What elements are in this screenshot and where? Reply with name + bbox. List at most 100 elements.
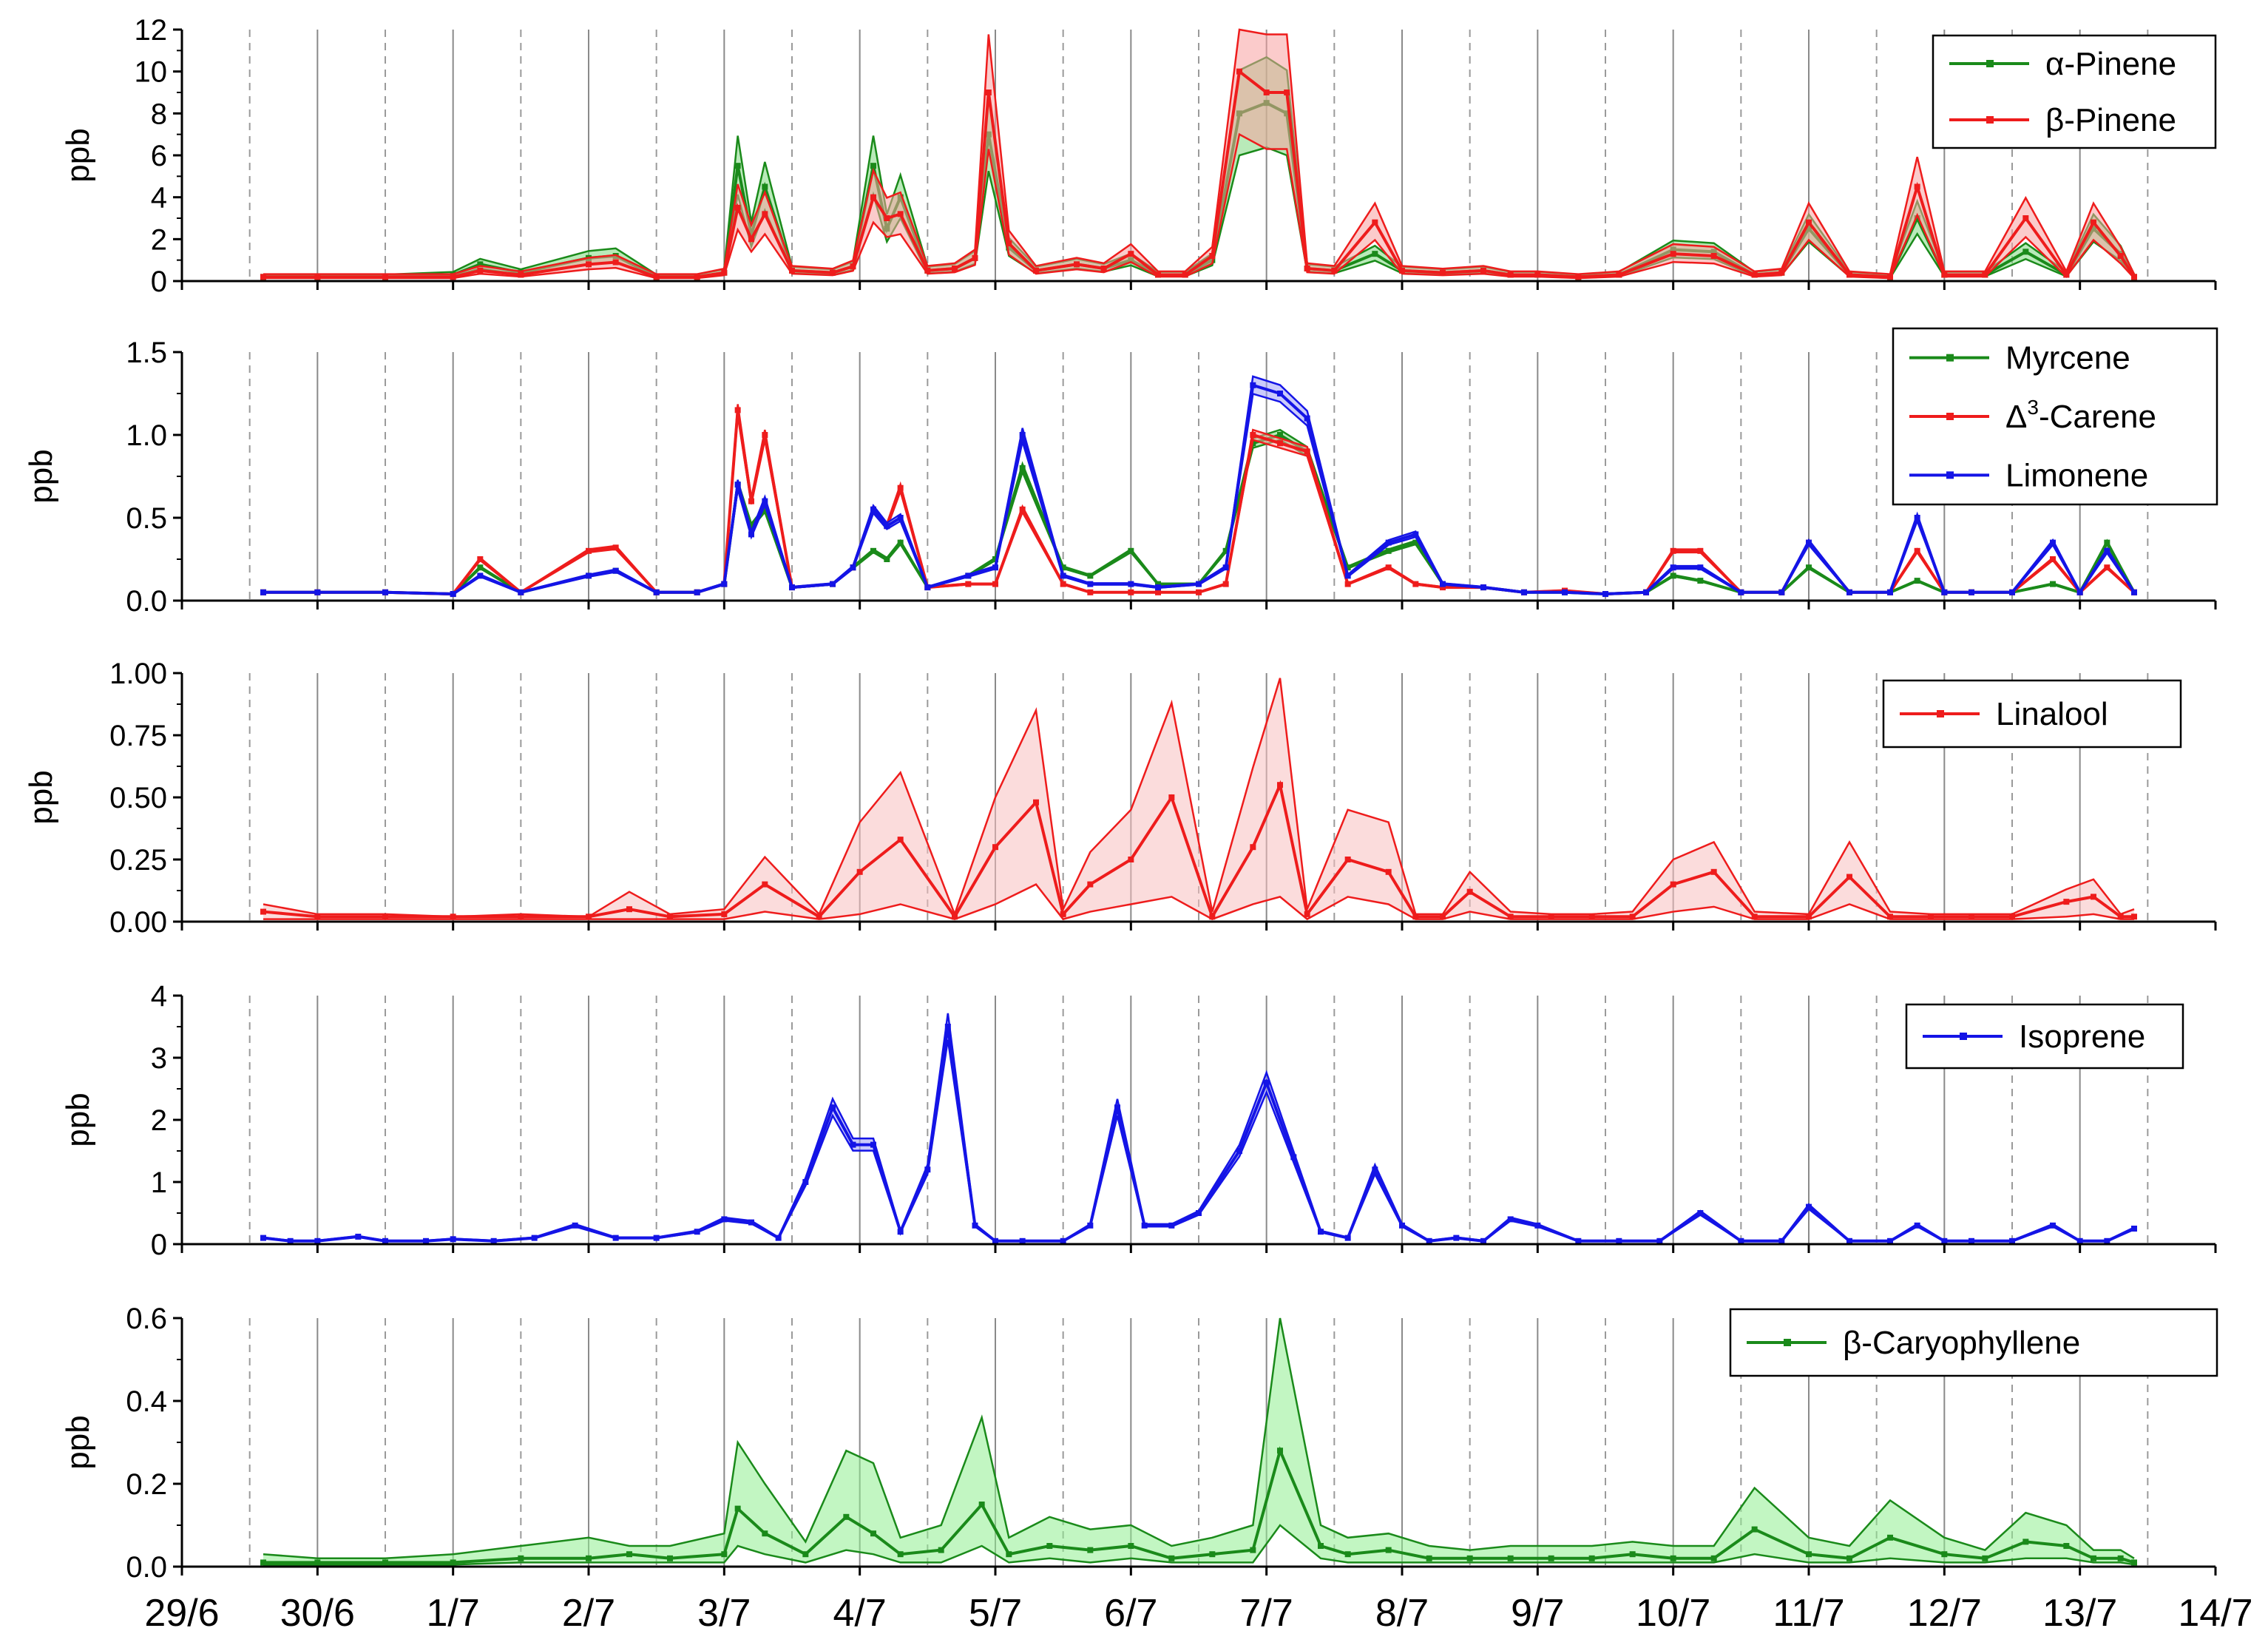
data-point bbox=[1440, 914, 1446, 920]
data-point bbox=[1629, 914, 1636, 920]
data-point bbox=[382, 1237, 388, 1244]
data-point bbox=[1887, 274, 1893, 280]
data-point bbox=[1033, 799, 1039, 806]
data-point bbox=[1277, 432, 1283, 438]
data-point bbox=[1697, 547, 1704, 554]
data-point bbox=[694, 1229, 700, 1235]
data-point bbox=[1941, 1237, 1948, 1244]
y-tick-label: 0.00 bbox=[109, 906, 167, 939]
legend-marker bbox=[1946, 354, 1954, 362]
data-point bbox=[1060, 573, 1066, 579]
data-point bbox=[897, 539, 904, 546]
data-point bbox=[1887, 589, 1893, 595]
y-tick-label: 0.2 bbox=[126, 1468, 167, 1501]
data-point bbox=[586, 547, 592, 554]
data-point bbox=[1616, 271, 1622, 278]
data-point bbox=[2117, 253, 2124, 259]
data-point bbox=[382, 1559, 388, 1566]
data-point bbox=[775, 1235, 782, 1241]
data-point bbox=[2063, 899, 2070, 905]
data-point bbox=[748, 1219, 754, 1226]
data-point bbox=[1344, 581, 1351, 587]
data-point bbox=[2131, 589, 2137, 595]
legend-label: Isoprene bbox=[2019, 1019, 2145, 1055]
legend-marker bbox=[1946, 471, 1954, 479]
legend-label: β-Caryophyllene bbox=[1843, 1325, 2080, 1361]
upper-bound-line bbox=[263, 1317, 2135, 1560]
data-point bbox=[1670, 1555, 1676, 1561]
data-point bbox=[748, 531, 754, 538]
data-point bbox=[518, 914, 524, 920]
data-point bbox=[1128, 1543, 1134, 1549]
data-point bbox=[1656, 1237, 1663, 1244]
data-point bbox=[1914, 578, 1920, 584]
data-point bbox=[870, 163, 876, 169]
data-point bbox=[518, 1555, 524, 1561]
data-point bbox=[870, 506, 876, 513]
data-point bbox=[2091, 894, 2096, 900]
x-tick-label: 14/7 bbox=[2178, 1592, 2252, 1635]
legend: Myrcene Δ3-Carene Limonene bbox=[1892, 327, 2218, 506]
y-tick-label: 1 bbox=[151, 1166, 167, 1199]
data-point bbox=[762, 432, 768, 438]
data-point bbox=[2131, 1226, 2137, 1232]
data-point bbox=[1100, 266, 1107, 271]
data-point bbox=[1846, 589, 1852, 595]
data-point bbox=[626, 906, 632, 913]
data-point bbox=[1209, 253, 1216, 259]
data-point bbox=[897, 1229, 904, 1235]
legend: α-Pinene β-Pinene bbox=[1932, 34, 2217, 149]
data-point bbox=[612, 567, 619, 574]
y-tick-label: 3 bbox=[151, 1042, 167, 1075]
data-point bbox=[1344, 573, 1351, 579]
superscript: 3 bbox=[2027, 396, 2039, 419]
data-point bbox=[1019, 1237, 1026, 1244]
y-tick-label: 0 bbox=[151, 266, 167, 298]
panel-2: 0.0 0.5 1.0 1.5 ppb Myrcene Δ3-Carene Limonene bbox=[23, 327, 2218, 618]
y-tick-label: 0 bbox=[151, 1229, 167, 1261]
data-point bbox=[1196, 589, 1202, 595]
data-point bbox=[1440, 584, 1446, 591]
data-point bbox=[1155, 589, 1161, 595]
data-point bbox=[748, 498, 754, 504]
data-point bbox=[1846, 271, 1852, 278]
data-point bbox=[1060, 564, 1066, 571]
data-point bbox=[1060, 581, 1066, 587]
data-point bbox=[260, 908, 266, 915]
data-point bbox=[1670, 547, 1676, 554]
data-point bbox=[965, 573, 972, 579]
data-point bbox=[1426, 1555, 1432, 1561]
upper-bound-line bbox=[263, 1013, 2135, 1242]
data-point bbox=[1562, 589, 1568, 595]
data-point bbox=[1196, 581, 1202, 587]
legend-marker bbox=[1946, 413, 1954, 420]
data-point bbox=[1046, 1543, 1053, 1549]
data-point bbox=[1426, 1237, 1432, 1244]
y-tick-label: 2 bbox=[151, 223, 167, 256]
data-point bbox=[1440, 269, 1446, 276]
data-point bbox=[1182, 271, 1188, 278]
upper-bound-line bbox=[263, 678, 2135, 918]
data-point bbox=[531, 1235, 538, 1241]
data-point bbox=[260, 1235, 266, 1241]
data-point bbox=[1399, 1222, 1405, 1229]
data-point bbox=[856, 868, 863, 875]
data-point bbox=[2076, 1237, 2083, 1244]
data-point bbox=[924, 584, 931, 591]
data-point bbox=[734, 1505, 741, 1512]
data-point bbox=[1385, 547, 1392, 554]
data-point bbox=[972, 1222, 978, 1229]
data-point bbox=[1914, 547, 1920, 554]
data-point bbox=[992, 564, 998, 571]
data-point bbox=[1250, 844, 1256, 851]
data-point bbox=[1087, 1222, 1094, 1229]
data-point bbox=[1453, 1235, 1460, 1241]
legend-label: Linalool bbox=[1996, 696, 2108, 732]
y-axis-title: ppb bbox=[60, 128, 96, 182]
data-point bbox=[1806, 539, 1812, 546]
data-point bbox=[1697, 564, 1704, 571]
data-point bbox=[762, 498, 768, 504]
data-point bbox=[1466, 1555, 1473, 1561]
series-β-Pinene bbox=[260, 28, 2137, 280]
